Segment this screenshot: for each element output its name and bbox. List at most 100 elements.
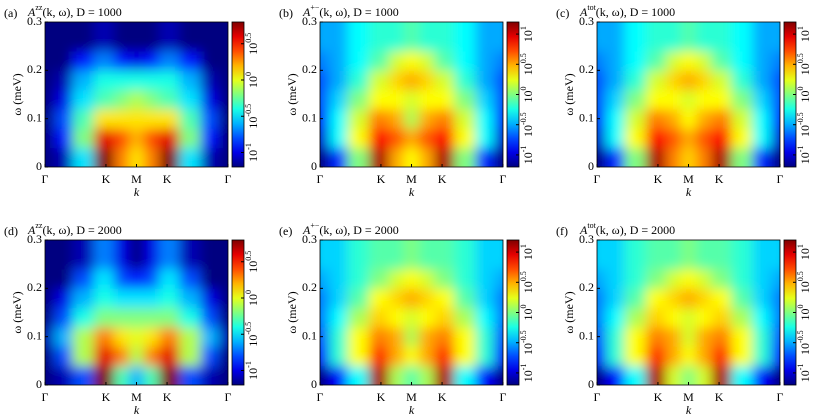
heatmap-cell <box>418 240 435 270</box>
heatmap-cell <box>329 307 348 328</box>
heatmap-cell <box>711 89 732 110</box>
heatmap-cell <box>129 89 145 110</box>
heatmap-cell <box>454 307 477 328</box>
heatmap-cell <box>770 307 780 328</box>
title-sup: tot <box>587 221 596 230</box>
heatmap-cell <box>606 346 625 367</box>
heatmap-cell <box>681 109 697 129</box>
heatmap-cell <box>200 269 220 289</box>
panel-label: (d) <box>4 224 18 238</box>
heatmap-cell <box>159 22 180 52</box>
heatmap-cells <box>320 240 503 385</box>
heatmap-cell <box>645 327 667 347</box>
heatmap-cell <box>624 327 647 347</box>
title-sup: tot <box>587 3 596 12</box>
heatmap-cell <box>752 70 772 91</box>
y-tick-label: 0.1 <box>27 328 42 342</box>
heatmap-cell <box>624 70 647 91</box>
heatmap-cell <box>218 346 228 367</box>
title-sup: zz <box>35 3 43 12</box>
heatmap-cell <box>113 327 130 347</box>
heatmap-cell <box>597 22 607 52</box>
heatmap-cell <box>54 109 73 129</box>
heatmap-cell <box>329 346 348 367</box>
heatmap-cell <box>645 128 667 149</box>
heatmap-cell <box>159 327 180 347</box>
heatmap-cell <box>493 70 503 91</box>
y-tick-label: 0 <box>588 159 594 173</box>
colorbar-tick-label: 100 <box>244 290 260 306</box>
colorbar-tick-exp: 0 <box>796 305 805 309</box>
heatmap-cell <box>45 288 55 309</box>
heatmap-cell <box>493 269 503 289</box>
heatmap-cell <box>93 51 115 71</box>
heatmap-cell <box>606 128 625 149</box>
heatmap-cell <box>695 89 712 110</box>
heatmap-cell <box>143 365 160 385</box>
heatmap-cell <box>200 147 220 167</box>
title-base: A <box>27 5 36 19</box>
heatmap-cell <box>329 240 348 270</box>
heatmap-cell <box>731 147 754 167</box>
heatmap-cell <box>388 307 405 328</box>
x-tick-label: Γ <box>777 390 784 404</box>
heatmap-cell <box>711 240 732 270</box>
x-tick-label: K <box>654 172 663 186</box>
heatmap-cell <box>731 240 754 270</box>
colorbar-tick-label: 100.5 <box>244 251 260 273</box>
heatmap-cell <box>770 288 780 309</box>
colorbar-tick-base: 10 <box>521 370 535 382</box>
x-tick-label: K <box>654 390 663 404</box>
chart-title: A+−(k, ω), D = 1000 <box>302 3 399 19</box>
colorbar-tick-base: 10 <box>798 30 812 42</box>
heatmap-cell <box>681 269 697 289</box>
heatmap-cell <box>72 70 95 91</box>
heatmap-cell <box>93 70 115 91</box>
heatmap-cell <box>347 307 370 328</box>
heatmap-cell <box>200 51 220 71</box>
heatmap-cell <box>368 51 390 71</box>
heatmap-cell <box>475 51 495 71</box>
heatmap-cell <box>711 51 732 71</box>
heatmap-cell <box>159 128 180 149</box>
heatmap-cell <box>45 269 55 289</box>
heatmap-cell <box>434 70 455 91</box>
y-tick-label: 0.1 <box>302 110 317 124</box>
heatmap-cell <box>218 365 228 385</box>
heatmap-cell <box>454 346 477 367</box>
heatmap-cell <box>454 269 477 289</box>
heatmap-cell <box>129 346 145 367</box>
heatmap-cell <box>93 22 115 52</box>
y-tick-label: 0 <box>588 377 594 391</box>
colorbar-tick-label: 100 <box>796 87 812 103</box>
heatmap-cell <box>54 307 73 328</box>
title-base: A <box>579 5 588 19</box>
heatmap-cell <box>624 365 647 385</box>
heatmap-cell <box>731 22 754 52</box>
heatmap-cell <box>475 365 495 385</box>
heatmap-cell <box>388 51 405 71</box>
heatmap-cell <box>731 346 754 367</box>
x-tick-label: K <box>377 172 386 186</box>
heatmap-cell <box>143 269 160 289</box>
heatmap-cell <box>329 269 348 289</box>
colorbar-tick-base: 10 <box>798 63 812 75</box>
colorbar-tick-label: 100.5 <box>519 271 535 293</box>
colorbar-tick-base: 10 <box>246 117 260 129</box>
heatmap-cell <box>681 307 697 328</box>
heatmap-cell <box>143 109 160 129</box>
heatmap-cell <box>711 147 732 167</box>
heatmap-cells <box>45 240 228 385</box>
y-tick-label: 0 <box>36 377 42 391</box>
heatmap-cell <box>218 22 228 52</box>
heatmap-cell <box>218 288 228 309</box>
heatmap-cell <box>113 346 130 367</box>
heatmap-cell <box>752 269 772 289</box>
heatmap-cell <box>695 269 712 289</box>
heatmap-cell <box>475 307 495 328</box>
heatmap-cell <box>665 307 682 328</box>
title-rest: (k, ω), D = 1000 <box>319 5 398 19</box>
heatmap-cell <box>404 70 420 91</box>
heatmap-cell <box>475 109 495 129</box>
heatmap-cell <box>434 307 455 328</box>
